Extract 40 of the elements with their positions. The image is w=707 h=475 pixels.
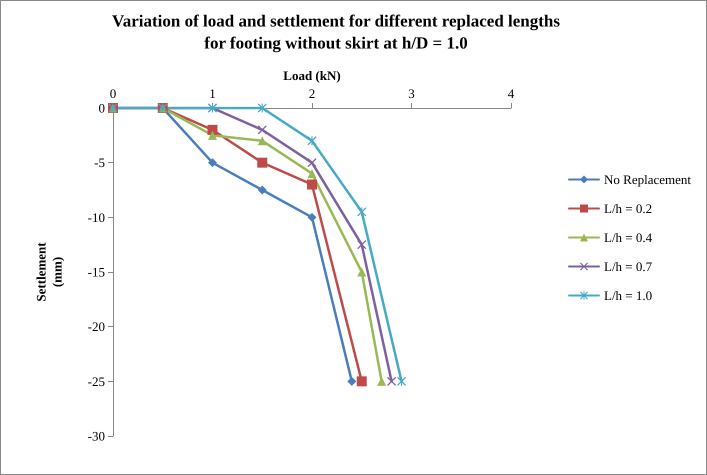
point <box>347 376 356 386</box>
x-tick-label: 0 <box>110 86 116 101</box>
point <box>257 158 268 168</box>
point <box>308 169 316 178</box>
x-tick-label: 2 <box>308 86 316 101</box>
point <box>258 186 267 194</box>
point <box>387 376 396 386</box>
legend-label: L/h = 0.2 <box>604 201 652 216</box>
y-tick-label: -20 <box>88 319 105 334</box>
point <box>308 158 316 168</box>
y-tick-label: -25 <box>88 374 105 389</box>
y-tick-label: 0 <box>98 100 105 116</box>
chart-title: Variation of load and settlement for different replaced lengths for footing without skirt at h/D = 1.0 <box>112 12 560 52</box>
point <box>308 212 316 222</box>
point <box>208 158 217 168</box>
y-tick-label: -30 <box>88 428 105 444</box>
legend-label: No Replacement <box>604 172 692 187</box>
point <box>308 136 316 146</box>
point <box>208 124 218 135</box>
legend-label: L/h = 0.7 <box>604 259 653 274</box>
point <box>357 207 366 216</box>
point <box>208 130 217 140</box>
y-axis-title: Settlement (mm) <box>34 242 64 302</box>
legend-label: L/h = 1.0 <box>604 288 652 303</box>
y-tick-label: -5 <box>94 155 105 170</box>
x-tick-label: 4 <box>508 86 515 101</box>
y-tick-label: -15 <box>88 264 105 280</box>
legend-label: L/h = 0.4 <box>604 230 653 245</box>
point <box>377 376 386 386</box>
point <box>258 104 267 112</box>
y-tick-label: -10 <box>88 210 105 225</box>
point <box>307 180 317 190</box>
point <box>397 376 406 386</box>
point <box>258 125 267 134</box>
point <box>357 268 366 276</box>
point <box>356 376 367 386</box>
x-axis-title: Load (kN) <box>283 68 341 83</box>
x-tick-label: 3 <box>408 86 415 101</box>
x-tick-label: 1 <box>209 86 216 101</box>
point <box>258 136 267 146</box>
